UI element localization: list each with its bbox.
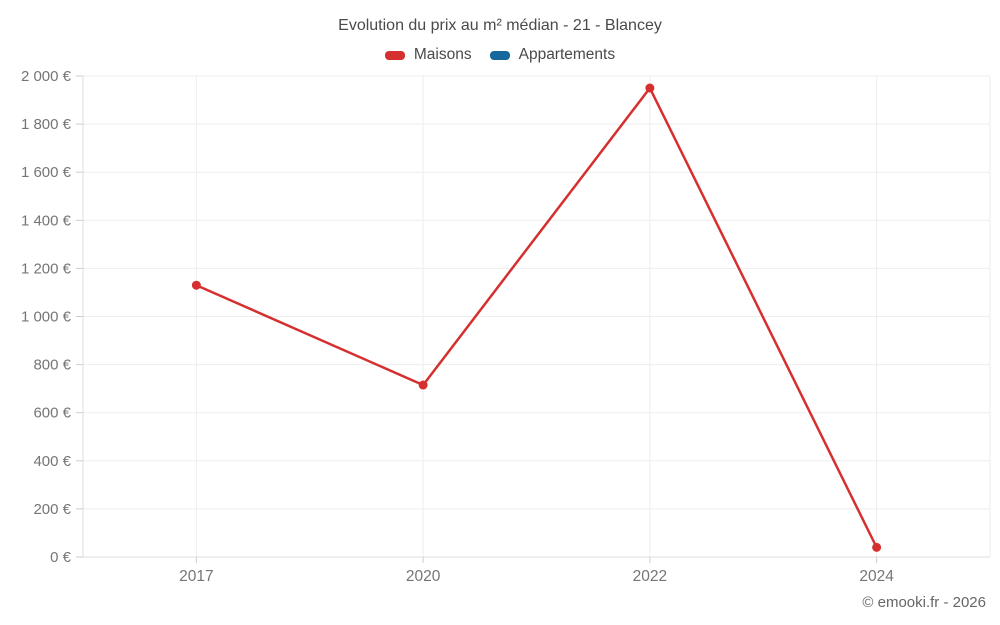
legend-item-maisons[interactable]: Maisons (384, 46, 472, 64)
maisons-series-swatch-icon (384, 50, 405, 60)
y-tick-label: 1 400 € (21, 212, 72, 229)
y-tick-label: 1 200 € (21, 260, 72, 277)
copyright-text: © emooki.fr - 2026 (862, 594, 986, 611)
x-tick-label: 2017 (179, 568, 213, 585)
y-tick-label: 800 € (33, 357, 71, 374)
data-point[interactable] (191, 280, 201, 290)
legend-item-label: Appartements (518, 46, 616, 63)
chart-legend: Maisons Appartements (0, 46, 1000, 64)
legend-item-label: Maisons (413, 46, 472, 63)
data-point[interactable] (645, 83, 655, 93)
y-tick-label: 600 € (33, 405, 71, 422)
y-tick-label: 400 € (33, 453, 71, 470)
data-point[interactable] (418, 380, 428, 390)
x-tick-label: 2022 (633, 568, 667, 585)
appartements-series-swatch-icon (489, 50, 510, 60)
legend-item-appartements[interactable]: Appartements (489, 46, 616, 64)
y-tick-label: 1 600 € (21, 164, 72, 181)
y-tick-label: 0 € (50, 549, 72, 566)
x-tick-label: 2020 (406, 568, 441, 585)
x-tick-label: 2024 (859, 568, 894, 585)
y-tick-label: 1 800 € (21, 116, 72, 133)
series-line (195, 86, 878, 549)
y-tick-label: 1 000 € (21, 309, 72, 326)
chart-title: Evolution du prix au m² médian - 21 - Bl… (338, 17, 662, 34)
y-tick-label: 200 € (33, 501, 71, 518)
y-tick-label: 2 000 € (21, 68, 72, 85)
data-point[interactable] (872, 542, 882, 552)
